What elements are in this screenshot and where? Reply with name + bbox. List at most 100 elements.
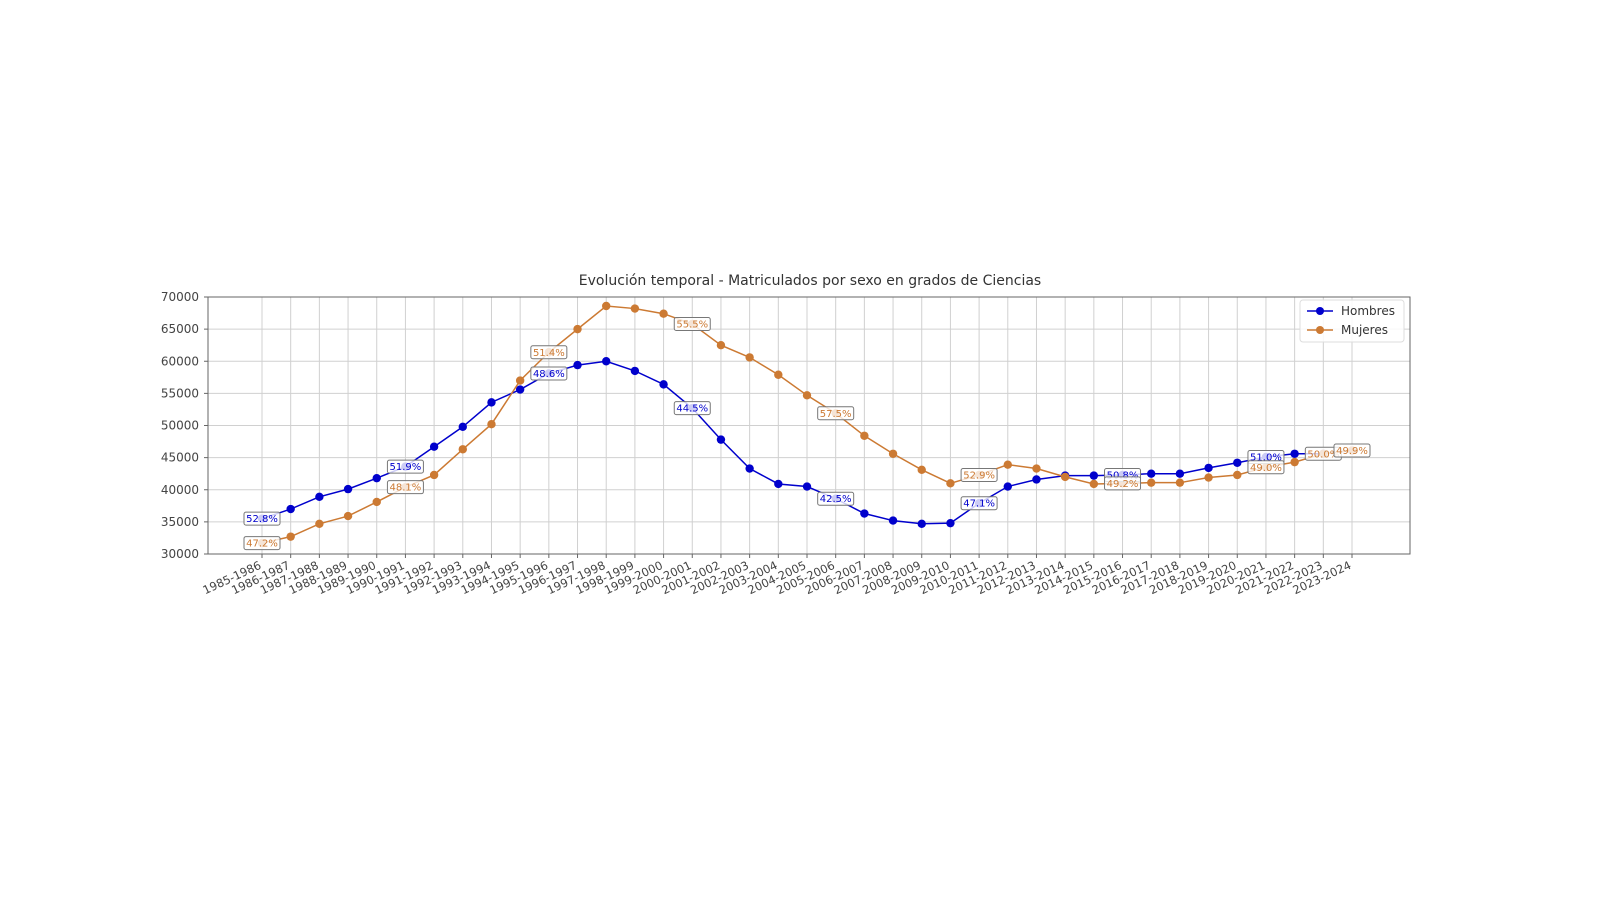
data-point-mujeres (888, 449, 898, 458)
chart-title: Evolución temporal - Matriculados por se… (579, 273, 1041, 289)
data-point-hombres (1032, 475, 1041, 484)
y-tick-label: 40000 (161, 483, 199, 497)
data-point-hombres (659, 380, 668, 389)
data-point-hombres (745, 464, 754, 473)
data-point-mujeres (1089, 479, 1099, 489)
data-point-hombres (946, 518, 955, 528)
data-point-mujeres (602, 301, 611, 311)
svg-text:51.9%: 51.9% (390, 462, 422, 473)
data-point-mujeres (343, 511, 353, 521)
data-point-hombres (1290, 449, 1299, 458)
data-point-mujeres (716, 340, 726, 350)
data-point-mujeres (315, 519, 324, 529)
annotation-hombres: 51.9% (386, 459, 424, 474)
svg-text:52.9%: 52.9% (963, 470, 995, 481)
svg-text:44.5%: 44.5% (676, 404, 708, 415)
data-point-mujeres (1204, 473, 1213, 482)
data-point-hombres (458, 422, 467, 431)
y-tick-label: 55000 (161, 386, 199, 400)
y-tick-label: 65000 (161, 322, 199, 336)
grid-lines (208, 296, 1410, 555)
data-point-hombres (515, 385, 525, 394)
annotation-mujeres: 47.2% (243, 536, 281, 551)
data-point-hombres (802, 482, 812, 491)
y-tick-label: 60000 (161, 354, 199, 368)
data-point-mujeres (946, 479, 955, 488)
legend-marker-hombres (1316, 307, 1324, 315)
data-point-mujeres (1060, 472, 1070, 482)
y-tick-label: 35000 (161, 515, 199, 529)
data-point-hombres (1175, 469, 1185, 478)
data-point-mujeres (1175, 478, 1185, 487)
annotation-hombres: 44.5% (673, 401, 711, 416)
data-point-mujeres (429, 470, 439, 480)
data-point-mujeres (630, 304, 640, 313)
legend: Hombres Mujeres (1299, 299, 1405, 343)
annotation-mujeres: 49.2% (1104, 476, 1142, 491)
data-point-hombres (917, 519, 926, 529)
data-point-hombres (343, 484, 353, 494)
data-point-mujeres (1290, 457, 1299, 467)
data-point-hombres (602, 357, 611, 366)
annotation-hombres: 42.5% (817, 491, 855, 506)
svg-text:55.5%: 55.5% (676, 319, 708, 330)
svg-text:50.8%: 50.8% (1107, 470, 1139, 481)
plot-frame (207, 296, 1411, 555)
data-point-hombres (630, 366, 640, 376)
x-axis: 1985-19861986-19871987-19881988-19891989… (201, 554, 1353, 597)
annotation-hombres: 48.6% (530, 366, 568, 381)
annotation-hombres: 52.8% (243, 511, 281, 526)
svg-text:48.1%: 48.1% (390, 483, 422, 494)
y-tick-label: 30000 (161, 547, 199, 561)
y-tick-label: 45000 (161, 451, 199, 465)
annotation-mujeres: 51.4% (530, 345, 568, 360)
data-point-mujeres (1233, 470, 1242, 480)
annotation-mujeres: 48.1% (386, 480, 424, 495)
y-axis: 30000 35000 40000 45000 50000 55000 60000 65000… (161, 290, 208, 561)
data-point-hombres (372, 473, 381, 483)
data-annotations: 52.8% 47.2% 51.9% 48.1% 48.6% 51.4% 44.5% 55.5%… (243, 316, 1371, 551)
data-point-hombres (286, 504, 295, 514)
svg-text:48.6%: 48.6% (533, 369, 565, 380)
svg-text:49.9%: 49.9% (1336, 446, 1368, 457)
data-point-mujeres (1003, 460, 1012, 469)
data-point-hombres (716, 435, 726, 444)
data-point-mujeres (1032, 464, 1041, 473)
data-point-hombres (1147, 469, 1156, 478)
data-point-mujeres (802, 391, 812, 400)
data-point-mujeres (1147, 478, 1156, 487)
legend-label-hombres: Hombres (1341, 304, 1395, 318)
data-point-hombres (860, 509, 869, 518)
data-point-hombres (429, 442, 439, 451)
annotation-mujeres: 49.9% (1333, 443, 1371, 458)
data-point-hombres (1089, 471, 1099, 480)
annotation-mujeres: 52.9% (960, 467, 998, 482)
y-tick-label: 50000 (161, 419, 199, 433)
svg-text:42.5%: 42.5% (820, 494, 852, 505)
svg-text:49.0%: 49.0% (1250, 463, 1282, 474)
data-point-hombres (1204, 463, 1213, 473)
data-point-mujeres (458, 445, 467, 454)
data-point-hombres (573, 360, 582, 370)
annotation-mujeres: 57.5% (817, 406, 855, 421)
annotation-mujeres: 55.5% (673, 316, 711, 331)
svg-text:52.8%: 52.8% (246, 514, 278, 525)
legend-label-mujeres: Mujeres (1341, 323, 1388, 337)
data-point-mujeres (917, 465, 926, 475)
data-point-hombres (1233, 458, 1242, 467)
data-point-mujeres (372, 497, 381, 507)
svg-text:47.1%: 47.1% (963, 499, 995, 510)
svg-text:50.0%: 50.0% (1307, 449, 1339, 460)
data-point-mujeres (745, 353, 754, 362)
y-tick-label: 70000 (161, 290, 199, 304)
data-point-mujeres (774, 370, 783, 379)
annotation-mujeres: 49.0% (1247, 460, 1285, 475)
data-point-mujeres (515, 376, 525, 385)
data-point-mujeres (659, 309, 668, 318)
data-point-hombres (487, 398, 496, 407)
data-point-mujeres (487, 420, 496, 429)
svg-text:51.0%: 51.0% (1250, 452, 1282, 463)
data-point-hombres (1003, 482, 1012, 491)
